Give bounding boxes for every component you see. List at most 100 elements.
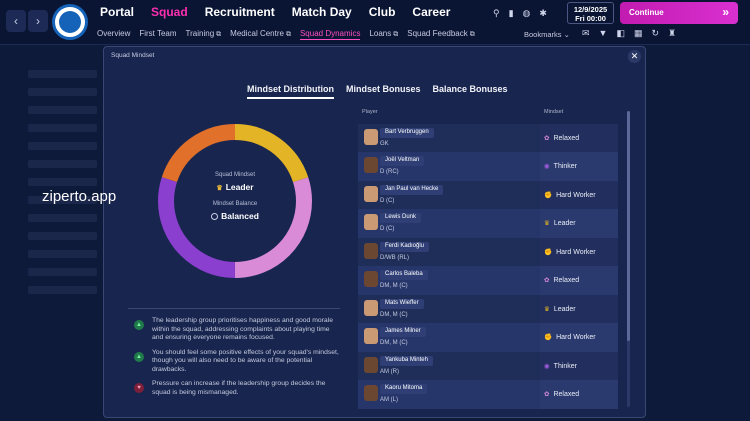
- player-cell[interactable]: Jan Paul van Hecke D (C): [358, 181, 538, 209]
- mindset-notes: ▲ The leadership group prioritises happi…: [134, 317, 339, 403]
- subnav-medical-centre[interactable]: Medical Centre ⧉: [230, 29, 291, 40]
- player-cell[interactable]: Yankuba Minteh AM (R): [358, 352, 538, 380]
- player-cell[interactable]: James Milner DM, M (C): [358, 323, 538, 351]
- subnav-training[interactable]: Training ⧉: [186, 29, 222, 40]
- player-position: GK: [380, 141, 389, 147]
- close-button[interactable]: ✕: [628, 50, 641, 63]
- player-position: D/WB (RL): [380, 254, 409, 261]
- continue-button[interactable]: Continue »: [620, 2, 738, 24]
- table-scrollbar[interactable]: [627, 111, 630, 407]
- globe-icon[interactable]: ◍: [522, 8, 531, 18]
- player-cell[interactable]: Mats Wieffer DM, M (C): [358, 295, 538, 323]
- mindset-cell: ♛ Leader: [540, 209, 618, 238]
- note-text: You should feel some positive effects of…: [152, 348, 339, 373]
- table-row[interactable]: Mats Wieffer DM, M (C) ♛ Leader: [358, 294, 618, 324]
- subnav-squad-feedback[interactable]: Squad Feedback ⧉: [407, 29, 475, 40]
- chat-icon[interactable]: ✉: [582, 28, 590, 38]
- scout-icon[interactable]: ◧: [616, 28, 625, 38]
- player-position: D (RC): [380, 169, 399, 176]
- search-icon[interactable]: ⚲: [493, 8, 500, 18]
- mindset-cell: ✿ Relaxed: [540, 266, 618, 295]
- subnav-loans[interactable]: Loans ⧉: [369, 29, 398, 40]
- player-name[interactable]: Ferdi Kadıoğlu: [380, 241, 430, 252]
- nav-match-day[interactable]: Match Day: [291, 5, 352, 19]
- modal-tabs: Mindset Distribution Mindset Bonuses Bal…: [247, 84, 508, 99]
- forward-button[interactable]: ›: [28, 10, 48, 32]
- note-text: The leadership group prioritises happine…: [152, 317, 333, 341]
- club-crest[interactable]: [52, 4, 88, 40]
- trophy-icon[interactable]: ♜: [668, 28, 677, 38]
- date-text: 12/9/2025: [573, 5, 608, 14]
- subnav-first-team[interactable]: First Team: [139, 29, 177, 38]
- donut-segment-thinker: [158, 124, 312, 278]
- header-player[interactable]: Player: [362, 109, 378, 115]
- tab-mindset-distribution[interactable]: Mindset Distribution: [247, 84, 334, 99]
- mindset-value: ✿ Relaxed: [544, 276, 579, 284]
- tab-mindset-bonuses[interactable]: Mindset Bonuses: [346, 84, 421, 94]
- watermark-text: ziperto.app: [42, 188, 117, 205]
- player-cell[interactable]: Lewis Dunk D (C): [358, 209, 538, 237]
- player-cell[interactable]: Kaoru Mitoma AM (L): [358, 380, 538, 408]
- mindset-text: Relaxed: [553, 135, 580, 142]
- back-button[interactable]: ‹: [6, 10, 26, 32]
- table-row[interactable]: Jan Paul van Hecke D (C) ✊ Hard Worker: [358, 180, 618, 210]
- player-name[interactable]: Jan Paul van Hecke: [380, 184, 444, 195]
- player-name[interactable]: Carlos Baleba: [380, 270, 428, 281]
- balance-circle-icon: [211, 213, 219, 220]
- bookmark-icon[interactable]: ▮: [508, 8, 514, 18]
- nav-portal[interactable]: Portal: [100, 5, 135, 19]
- player-face-icon: [364, 299, 378, 316]
- modal-title: Squad Mindset: [111, 52, 155, 59]
- player-name[interactable]: Mats Wieffer: [380, 298, 424, 309]
- player-cell[interactable]: Bart Verbruggen GK: [358, 124, 538, 152]
- table-row[interactable]: Joël Veltman D (RC) ◉ Thinker: [358, 152, 618, 181]
- player-face-icon: [364, 328, 378, 345]
- mindset-donut-chart: [158, 124, 312, 278]
- table-row[interactable]: James Milner DM, M (C) ✊ Hard Worker: [358, 323, 618, 352]
- mindset-icon: ◉: [544, 362, 550, 370]
- gear-icon[interactable]: ✱: [539, 8, 547, 18]
- chevron-down-icon: ⌄: [563, 30, 570, 39]
- nav-career[interactable]: Career: [412, 5, 451, 19]
- subnav-overview[interactable]: Overview: [97, 29, 131, 38]
- calendar-icon[interactable]: ▦: [633, 28, 643, 38]
- table-row[interactable]: Bart Verbruggen GK ✿ Relaxed: [358, 124, 618, 153]
- player-cell[interactable]: Joël Veltman D (RC): [358, 152, 538, 180]
- player-name[interactable]: Kaoru Mitoma: [380, 384, 428, 395]
- table-row[interactable]: Kaoru Mitoma AM (L) ✿ Relaxed: [358, 380, 618, 409]
- mindset-value: ♛ Leader: [544, 219, 576, 227]
- player-name[interactable]: James Milner: [380, 327, 426, 338]
- player-cell[interactable]: Carlos Baleba DM, M (C): [358, 266, 538, 294]
- player-face-icon: [364, 157, 378, 174]
- squad-mindset-label: Squad Mindset: [214, 172, 256, 178]
- squad-mindset-value: ♛ Leader: [194, 182, 276, 192]
- player-name[interactable]: Joël Veltman: [380, 156, 425, 167]
- nav-club[interactable]: Club: [368, 5, 396, 19]
- shirt-icon[interactable]: ▼: [598, 28, 608, 38]
- player-cell[interactable]: Ferdi Kadıoğlu D/WB (RL): [358, 238, 538, 266]
- header-mindset[interactable]: Mindset: [544, 109, 564, 115]
- scrollbar-thumb[interactable]: [627, 111, 630, 341]
- refresh-icon[interactable]: ↻: [651, 28, 660, 38]
- game-date: 12/9/2025 Fri 00:00: [567, 2, 614, 24]
- mindset-icon: ✿: [544, 135, 550, 142]
- player-face-icon: [364, 129, 378, 145]
- player-name[interactable]: Yankuba Minteh: [380, 355, 433, 366]
- nav-recruitment[interactable]: Recruitment: [204, 5, 275, 19]
- nav-squad[interactable]: Squad: [151, 5, 188, 19]
- donut-segment-relaxed: [158, 124, 312, 278]
- mindset-value: ✊ Hard Worker: [544, 248, 596, 256]
- subnav-feedback-label: Squad Feedback: [407, 29, 468, 38]
- table-row[interactable]: Yankuba Minteh AM (R) ◉ Thinker: [358, 351, 618, 381]
- warning-heart-icon: ♥: [134, 383, 144, 393]
- tab-balance-bonuses[interactable]: Balance Bonuses: [432, 84, 508, 94]
- player-name[interactable]: Bart Verbruggen: [380, 128, 434, 138]
- table-row[interactable]: Ferdi Kadıoğlu D/WB (RL) ✊ Hard Worker: [358, 237, 618, 267]
- mindset-value: ✊ Hard Worker: [544, 191, 596, 199]
- table-row[interactable]: Lewis Dunk D (C) ♛ Leader: [358, 209, 618, 238]
- subnav-squad-dynamics[interactable]: Squad Dynamics: [299, 29, 361, 40]
- player-name[interactable]: Lewis Dunk: [380, 213, 422, 224]
- table-row[interactable]: Carlos Baleba DM, M (C) ✿ Relaxed: [358, 266, 618, 295]
- bookmarks-dropdown[interactable]: Bookmarks ⌄: [524, 30, 570, 39]
- main-nav: Portal Squad Recruitment Match Day Club …: [100, 5, 450, 19]
